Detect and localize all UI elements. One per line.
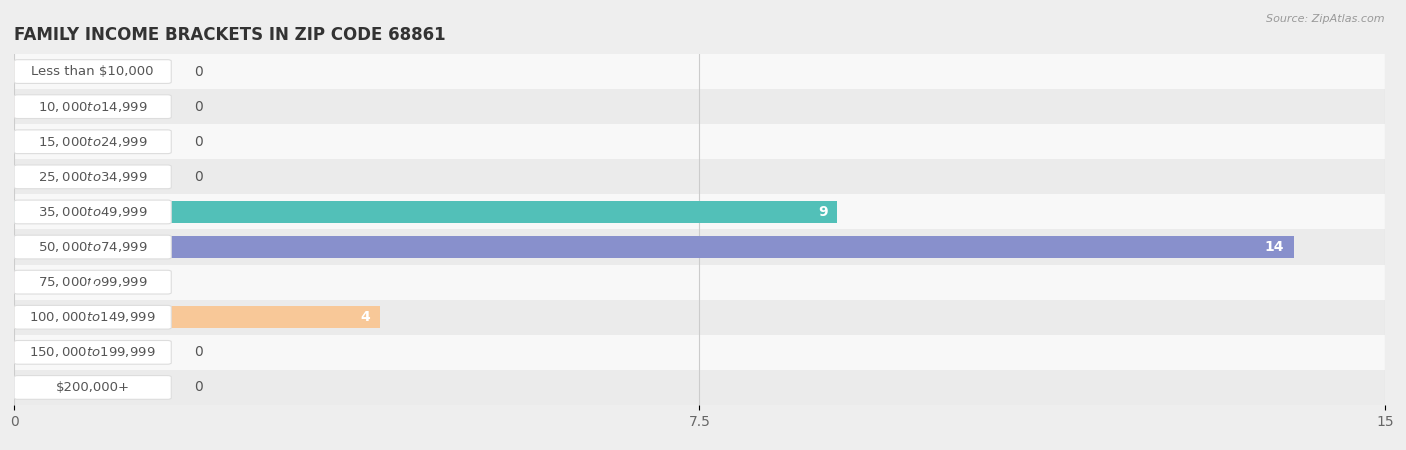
Bar — [14, 201, 837, 223]
Bar — [14, 54, 1385, 89]
Bar — [14, 335, 1385, 370]
Bar — [14, 306, 380, 328]
Text: $100,000 to $149,999: $100,000 to $149,999 — [30, 310, 156, 324]
Bar — [14, 300, 1385, 335]
Bar — [14, 236, 1294, 258]
FancyBboxPatch shape — [14, 270, 172, 294]
Text: Less than $10,000: Less than $10,000 — [31, 65, 153, 78]
FancyBboxPatch shape — [14, 341, 172, 364]
Bar — [14, 194, 1385, 230]
Text: 4: 4 — [361, 310, 371, 324]
Bar — [14, 271, 105, 293]
Text: $200,000+: $200,000+ — [56, 381, 129, 394]
Bar — [14, 377, 172, 398]
FancyBboxPatch shape — [14, 165, 172, 189]
Bar — [14, 265, 1385, 300]
Text: FAMILY INCOME BRACKETS IN ZIP CODE 68861: FAMILY INCOME BRACKETS IN ZIP CODE 68861 — [14, 26, 446, 44]
Text: $25,000 to $34,999: $25,000 to $34,999 — [38, 170, 148, 184]
FancyBboxPatch shape — [14, 60, 172, 83]
Bar — [14, 370, 1385, 405]
Text: 0: 0 — [194, 99, 202, 114]
Text: $35,000 to $49,999: $35,000 to $49,999 — [38, 205, 148, 219]
Bar — [14, 61, 172, 82]
Text: $15,000 to $24,999: $15,000 to $24,999 — [38, 135, 148, 149]
Text: 14: 14 — [1265, 240, 1285, 254]
Text: 1: 1 — [87, 275, 97, 289]
Bar — [14, 96, 172, 117]
Text: 0: 0 — [194, 64, 202, 79]
FancyBboxPatch shape — [14, 376, 172, 399]
FancyBboxPatch shape — [14, 235, 172, 259]
FancyBboxPatch shape — [14, 95, 172, 118]
Text: 9: 9 — [818, 205, 828, 219]
Bar — [14, 230, 1385, 265]
Text: $75,000 to $99,999: $75,000 to $99,999 — [38, 275, 148, 289]
Text: 0: 0 — [194, 135, 202, 149]
Text: $10,000 to $14,999: $10,000 to $14,999 — [38, 99, 148, 114]
Text: 0: 0 — [194, 345, 202, 360]
Text: 0: 0 — [194, 380, 202, 395]
Bar — [14, 342, 172, 363]
Bar — [14, 159, 1385, 194]
FancyBboxPatch shape — [14, 306, 172, 329]
Bar — [14, 124, 1385, 159]
FancyBboxPatch shape — [14, 130, 172, 153]
Bar — [14, 166, 172, 188]
Bar — [14, 89, 1385, 124]
Text: $150,000 to $199,999: $150,000 to $199,999 — [30, 345, 156, 360]
Text: 0: 0 — [194, 170, 202, 184]
Text: $50,000 to $74,999: $50,000 to $74,999 — [38, 240, 148, 254]
Text: Source: ZipAtlas.com: Source: ZipAtlas.com — [1267, 14, 1385, 23]
FancyBboxPatch shape — [14, 200, 172, 224]
Bar — [14, 131, 172, 153]
